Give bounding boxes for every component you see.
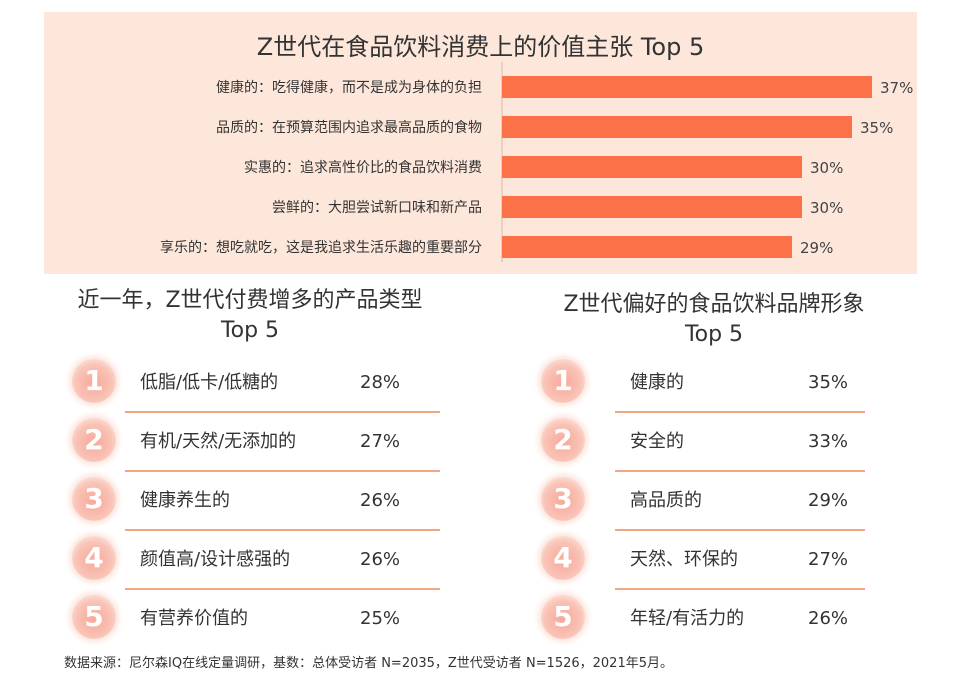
rank-value: 29% bbox=[808, 490, 849, 511]
rank-badge: 2 bbox=[72, 418, 116, 462]
bar bbox=[502, 156, 802, 178]
rank-label: 颜值高/设计感强的 bbox=[140, 549, 291, 570]
rank-label: 高品质的 bbox=[630, 490, 702, 511]
rank-value: 26% bbox=[808, 608, 849, 629]
bar-value-label: 30% bbox=[810, 159, 843, 177]
rank-badge: 1 bbox=[541, 359, 585, 403]
rank-value: 26% bbox=[360, 549, 401, 570]
bar-chart: 健康的：吃得健康，而不是成为身体的负担 37% 品质的：在预算范围内追求最高品质的食… bbox=[160, 62, 913, 262]
left-list-title-line2: Top 5 bbox=[220, 318, 280, 343]
rank-label: 健康养生的 bbox=[140, 490, 230, 511]
right-list-title: Z世代偏好的食品饮料品牌形象 Top 5 bbox=[504, 290, 924, 350]
rank-badge: 3 bbox=[541, 477, 585, 521]
row-divider bbox=[615, 588, 865, 590]
row-divider bbox=[125, 529, 440, 531]
rank-badge: 4 bbox=[541, 536, 585, 580]
bar-value-label: 37% bbox=[880, 79, 913, 97]
rank-label: 安全的 bbox=[630, 431, 684, 452]
right-list-title-line2: Top 5 bbox=[684, 322, 744, 347]
bar bbox=[502, 196, 802, 218]
top-chart-title: Z世代在食品饮料消费上的价值主张 Top 5 bbox=[256, 33, 705, 61]
top-chart-panel: Z世代在食品饮料消费上的价值主张 Top 5 健康的：吃得健康，而不是成为身体的… bbox=[44, 12, 917, 274]
rank-badge: 3 bbox=[72, 477, 116, 521]
rank-value: 35% bbox=[808, 372, 849, 393]
rank-label: 天然、环保的 bbox=[630, 549, 738, 570]
bar-category-label: 健康的：吃得健康，而不是成为身体的负担 bbox=[216, 79, 482, 96]
rank-badge: 2 bbox=[541, 418, 585, 462]
rank-badge: 1 bbox=[72, 359, 116, 403]
row-divider bbox=[125, 588, 440, 590]
bar-value-label: 35% bbox=[860, 119, 893, 137]
row-divider bbox=[615, 529, 865, 531]
rank-label: 有机/天然/无添加的 bbox=[140, 431, 297, 452]
rank-badge: 4 bbox=[72, 536, 116, 580]
bar-value-label: 29% bbox=[800, 239, 833, 257]
bar-category-label: 享乐的：想吃就吃，这是我追求生活乐趣的重要部分 bbox=[160, 239, 482, 256]
bar bbox=[502, 76, 872, 98]
rank-badge: 5 bbox=[541, 595, 585, 639]
left-list-title: 近一年，Z世代付费增多的产品类型 Top 5 bbox=[40, 286, 460, 346]
rank-value: 27% bbox=[360, 431, 401, 452]
bar-category-label: 实惠的：追求高性价比的食品饮料消费 bbox=[244, 159, 482, 176]
rank-value: 25% bbox=[360, 608, 401, 629]
bar-value-label: 30% bbox=[810, 199, 843, 217]
rank-value: 33% bbox=[808, 431, 849, 452]
row-divider bbox=[615, 470, 865, 472]
row-divider bbox=[125, 411, 440, 413]
rank-label: 年轻/有活力的 bbox=[630, 608, 745, 629]
rank-value: 26% bbox=[360, 490, 401, 511]
rank-label: 健康的 bbox=[630, 372, 684, 393]
bar bbox=[502, 236, 792, 258]
bar-category-label: 品质的：在预算范围内追求最高品质的食物 bbox=[216, 119, 482, 136]
right-list-title-line1: Z世代偏好的食品饮料品牌形象 bbox=[563, 292, 865, 317]
rank-label: 有营养价值的 bbox=[140, 608, 248, 629]
bar-category-label: 尝鲜的：大胆尝试新口味和新产品 bbox=[272, 200, 482, 216]
left-list-title-line1: 近一年，Z世代付费增多的产品类型 bbox=[77, 288, 423, 313]
footnote: 数据来源：尼尔森IQ在线定量调研，基数：总体受访者 N=2035，Z世代受访者 … bbox=[64, 656, 673, 671]
row-divider bbox=[125, 470, 440, 472]
bar bbox=[502, 116, 852, 138]
rank-label: 低脂/低卡/低糖的 bbox=[140, 372, 279, 393]
row-divider bbox=[615, 411, 865, 413]
rank-value: 27% bbox=[808, 549, 849, 570]
rank-value: 28% bbox=[360, 372, 401, 393]
rank-badge: 5 bbox=[72, 595, 116, 639]
